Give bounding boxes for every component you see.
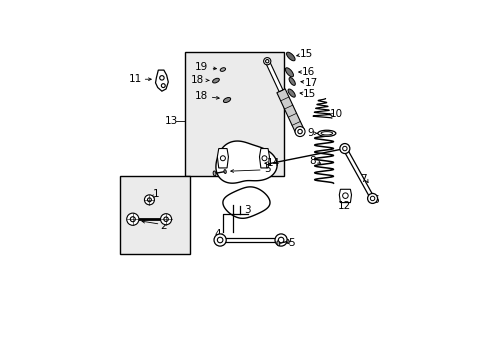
Bar bbox=[120, 176, 189, 254]
Text: 13: 13 bbox=[164, 116, 178, 126]
Polygon shape bbox=[217, 149, 228, 168]
Circle shape bbox=[297, 129, 302, 134]
Circle shape bbox=[342, 146, 346, 151]
Text: 8: 8 bbox=[309, 156, 315, 166]
Text: 9: 9 bbox=[307, 128, 314, 138]
Polygon shape bbox=[155, 70, 168, 91]
Text: 16: 16 bbox=[302, 67, 315, 77]
Circle shape bbox=[214, 234, 226, 246]
Text: 18: 18 bbox=[190, 75, 203, 85]
Ellipse shape bbox=[220, 68, 225, 71]
Circle shape bbox=[294, 127, 305, 136]
Polygon shape bbox=[223, 187, 269, 218]
Circle shape bbox=[217, 237, 223, 243]
Polygon shape bbox=[265, 60, 283, 92]
Text: 10: 10 bbox=[329, 109, 343, 119]
Ellipse shape bbox=[213, 171, 216, 176]
Polygon shape bbox=[339, 189, 351, 203]
Ellipse shape bbox=[144, 195, 154, 205]
Ellipse shape bbox=[285, 68, 293, 77]
Circle shape bbox=[367, 193, 377, 203]
Circle shape bbox=[262, 156, 266, 161]
Circle shape bbox=[263, 58, 270, 65]
Circle shape bbox=[160, 76, 164, 80]
Ellipse shape bbox=[163, 217, 168, 221]
Ellipse shape bbox=[160, 214, 171, 225]
Text: 18: 18 bbox=[194, 91, 207, 102]
Text: 6: 6 bbox=[371, 195, 378, 205]
Ellipse shape bbox=[126, 213, 139, 225]
Circle shape bbox=[339, 144, 349, 153]
Ellipse shape bbox=[223, 98, 230, 103]
Polygon shape bbox=[220, 238, 281, 242]
Circle shape bbox=[369, 196, 374, 201]
Text: 4: 4 bbox=[214, 229, 220, 239]
Text: 14: 14 bbox=[266, 158, 280, 168]
Ellipse shape bbox=[286, 52, 294, 61]
Ellipse shape bbox=[287, 89, 295, 97]
Text: 1: 1 bbox=[153, 189, 160, 199]
Ellipse shape bbox=[320, 132, 332, 135]
Ellipse shape bbox=[276, 241, 279, 246]
Text: 3: 3 bbox=[244, 204, 251, 215]
Circle shape bbox=[220, 156, 225, 161]
Polygon shape bbox=[343, 148, 373, 199]
Ellipse shape bbox=[212, 78, 219, 83]
Ellipse shape bbox=[147, 198, 151, 202]
Circle shape bbox=[265, 59, 268, 63]
Polygon shape bbox=[259, 149, 269, 168]
Circle shape bbox=[161, 84, 165, 87]
Text: 2: 2 bbox=[160, 221, 166, 231]
Text: 11: 11 bbox=[129, 74, 142, 84]
Text: 12: 12 bbox=[337, 201, 350, 211]
Ellipse shape bbox=[224, 170, 226, 174]
Text: 5: 5 bbox=[264, 164, 270, 174]
Text: 5: 5 bbox=[288, 238, 294, 248]
Ellipse shape bbox=[317, 130, 335, 136]
Text: 7: 7 bbox=[360, 174, 366, 184]
Circle shape bbox=[342, 193, 347, 198]
Text: 15: 15 bbox=[299, 49, 312, 59]
Text: 17: 17 bbox=[304, 78, 317, 88]
Ellipse shape bbox=[130, 217, 135, 222]
Text: 15: 15 bbox=[302, 89, 315, 99]
Circle shape bbox=[278, 237, 284, 243]
Ellipse shape bbox=[286, 239, 288, 243]
Ellipse shape bbox=[288, 77, 295, 85]
Polygon shape bbox=[276, 89, 304, 134]
Circle shape bbox=[274, 234, 286, 246]
Bar bbox=[185, 51, 284, 176]
Polygon shape bbox=[216, 141, 277, 183]
Text: 19: 19 bbox=[194, 62, 207, 72]
